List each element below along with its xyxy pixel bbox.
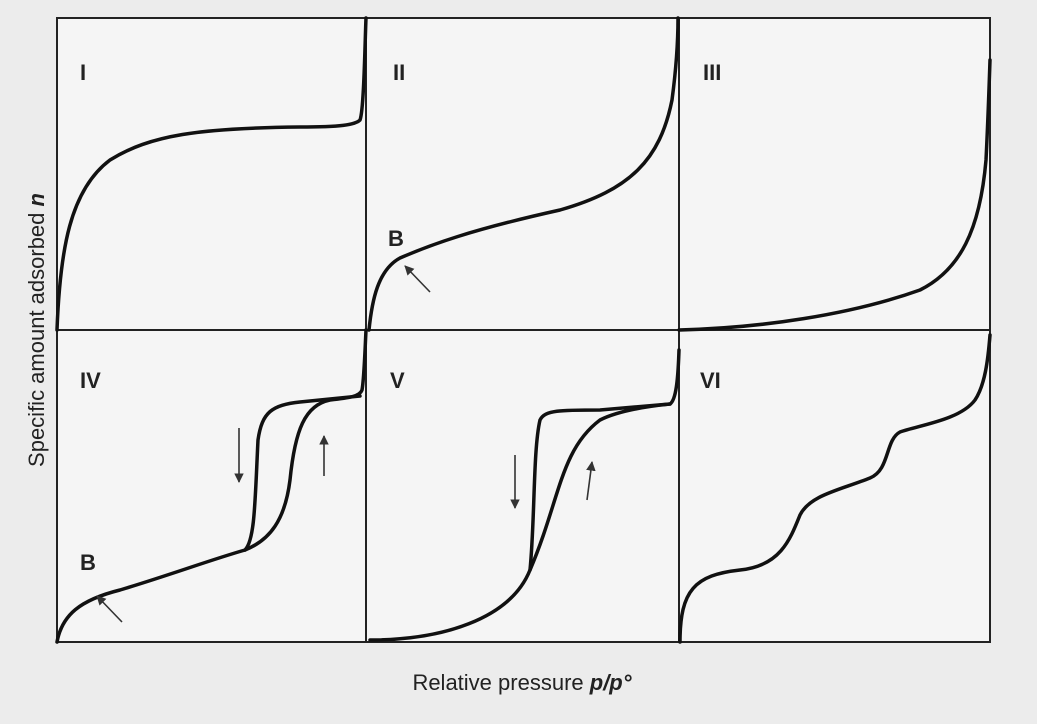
y-axis-symbol: n xyxy=(24,193,49,206)
desorption-curve xyxy=(243,394,362,552)
isotherm-curve xyxy=(55,16,368,332)
desorption-curve xyxy=(528,402,672,572)
point-label: B xyxy=(388,226,404,251)
panel-label: VI xyxy=(700,368,721,393)
arrow xyxy=(96,595,123,623)
x-axis-symbol: p/p° xyxy=(589,670,632,695)
panel-label: I xyxy=(80,60,86,85)
x-axis-text: Relative pressure xyxy=(412,670,583,695)
arrow xyxy=(586,461,596,501)
arrow xyxy=(404,265,431,293)
isotherm-curve xyxy=(367,16,680,332)
adsorption-curve xyxy=(55,328,368,644)
panel-label: IV xyxy=(80,368,101,393)
x-axis-label: Relative pressure p/p° xyxy=(412,670,631,695)
y-axis-label: Specific amount adsorbed n xyxy=(24,193,49,467)
isotherm-curve xyxy=(678,333,992,644)
point-label: B xyxy=(80,550,96,575)
y-axis-text: Specific amount adsorbed xyxy=(24,213,49,467)
panel-label: II xyxy=(393,60,405,85)
panel-label: III xyxy=(703,60,721,85)
panel-label: V xyxy=(390,368,405,393)
isotherm-curve xyxy=(677,58,992,332)
